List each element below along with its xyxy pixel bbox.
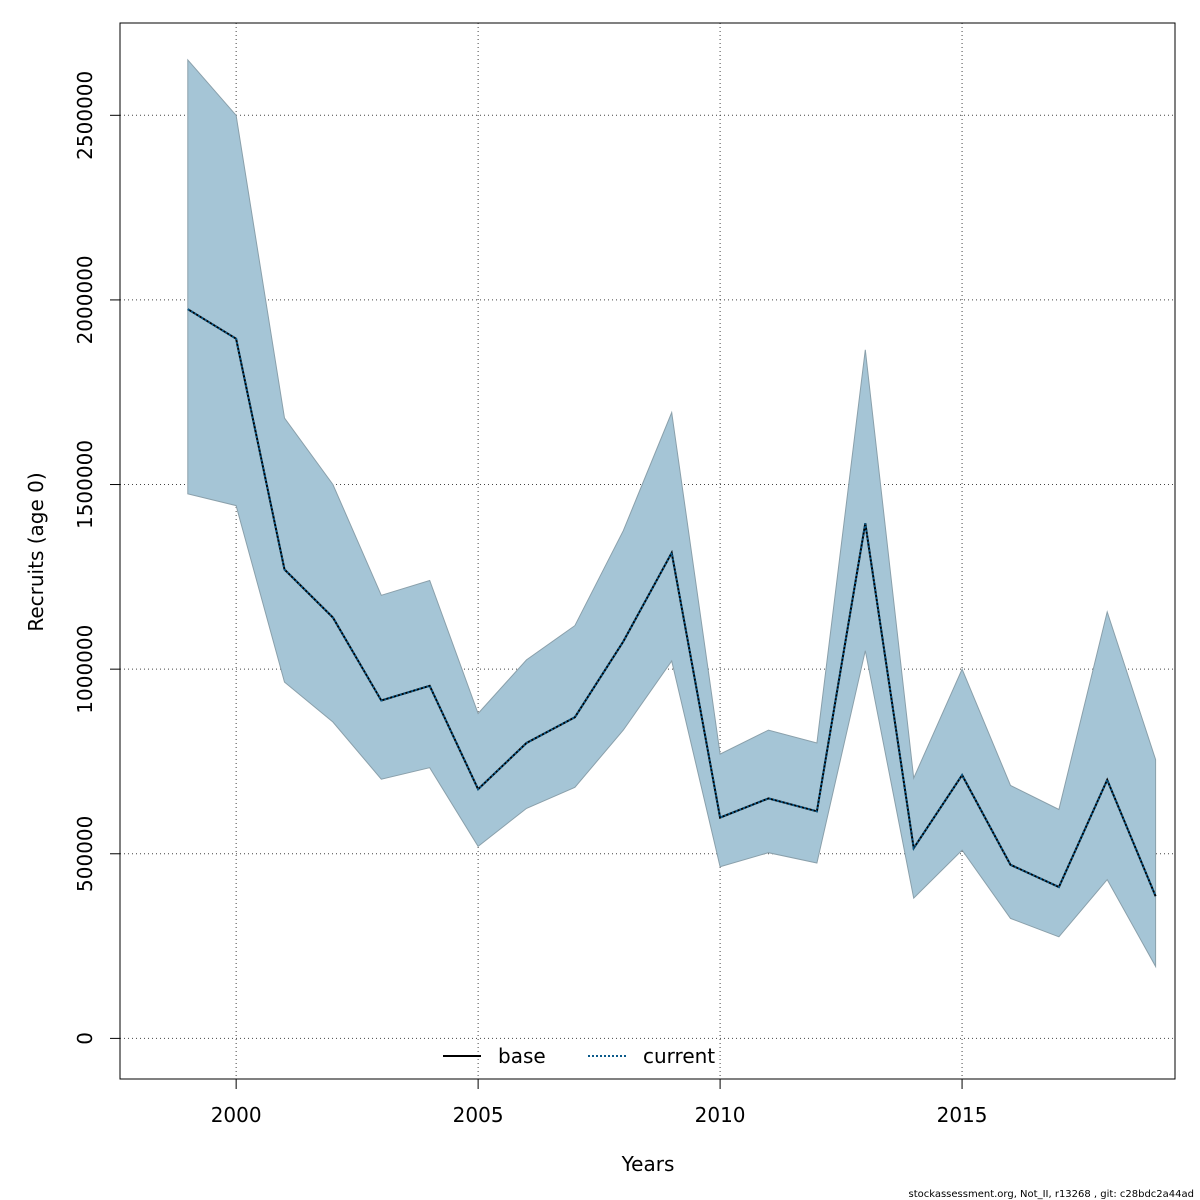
x-tick-label: 2015 xyxy=(937,1103,988,1127)
x-tick-label: 2005 xyxy=(453,1103,504,1127)
footer-credit: stockassessment.org, Not_II, r13268 , gi… xyxy=(908,1189,1194,1200)
series-line-current xyxy=(187,308,1157,897)
x-axis: 2000 2005 2010 2015 xyxy=(211,1079,988,1127)
y-tick-label: 1000000 xyxy=(73,625,97,714)
confidence-band xyxy=(187,58,1157,969)
y-tick-label: 0 xyxy=(73,1032,97,1045)
confidence-band-area xyxy=(187,58,1157,969)
legend: base current xyxy=(443,1044,715,1068)
series-lines xyxy=(187,308,1157,897)
y-tick-label: 2000000 xyxy=(73,255,97,344)
y-axis: 0 500000 1000000 1500000 2000000 2500000 xyxy=(73,71,120,1045)
y-tick-label: 2500000 xyxy=(73,71,97,160)
plot-frame xyxy=(119,22,1176,1080)
y-tick-label: 500000 xyxy=(73,816,97,892)
legend-label-current: current xyxy=(643,1044,715,1068)
y-tick-label: 1500000 xyxy=(73,440,97,529)
x-axis-label: Years xyxy=(621,1152,675,1176)
legend-label-base: base xyxy=(498,1044,546,1068)
grid-lines xyxy=(120,23,1175,1079)
x-tick-label: 2000 xyxy=(211,1103,262,1127)
y-axis-label: Recruits (age 0) xyxy=(24,472,48,631)
x-tick-label: 2010 xyxy=(695,1103,746,1127)
